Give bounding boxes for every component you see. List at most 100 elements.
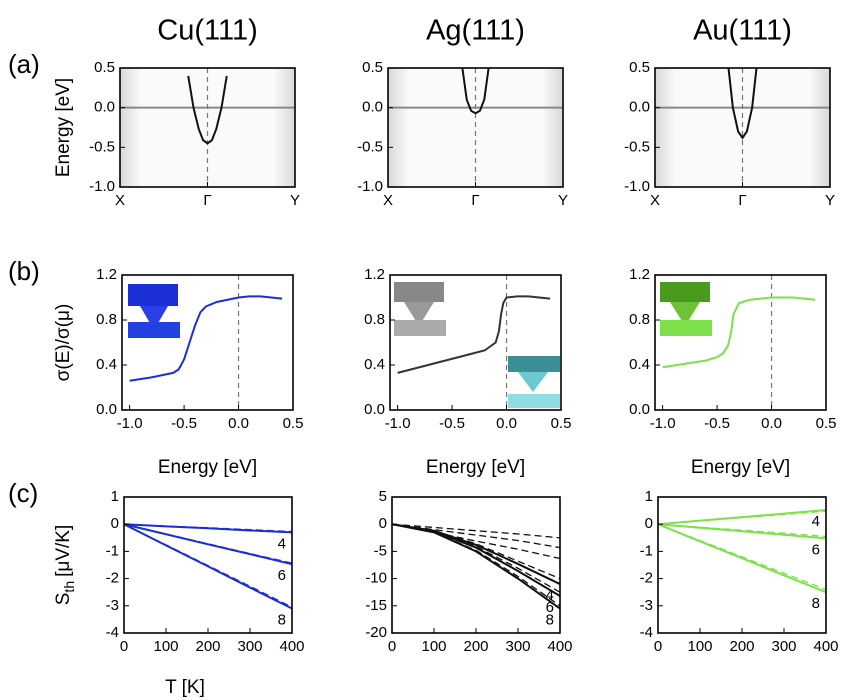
series-line [391,523,561,539]
x-tick-label: 0.5 [283,415,304,432]
x-tick-label: 0.5 [551,415,572,432]
y-tick-label: 0.8 [96,311,117,328]
y-tick-label: 0 [379,515,387,532]
series-line [391,523,561,549]
y-tick-label: 5 [379,488,387,505]
x-axis-label: Energy [eV] [158,457,257,478]
series-line [657,523,827,538]
x-tick-label: -1.0 [385,415,411,432]
x-tick-label: -1.0 [650,415,676,432]
y-tick-label: 0.0 [96,401,117,418]
x-tick-label: 200 [729,638,754,655]
x-tick-label: 400 [813,638,838,655]
x-tick-label: Γ [471,192,479,209]
y-tick-label: 0 [645,515,653,532]
column-title: Au(111) [693,15,792,47]
y-label-unit: [μV/K] [53,525,74,577]
x-tick-label: Y [290,192,300,209]
y-label-main: Energy [eV] [53,78,74,177]
x-tick-label: -0.5 [171,415,197,432]
x-tick-label: 0 [120,638,128,655]
series-label: 8 [546,611,554,628]
y-label-sub: th [61,581,77,593]
y-tick-label: -1.0 [624,178,650,195]
series-line [662,296,816,369]
y-tick-label: 1 [645,488,653,505]
y-axis-label: Sth [μV/K] [53,525,77,606]
series-line [123,523,293,610]
y-axis-label: σ(E)/σ(μ) [53,304,74,382]
series-label: 8 [278,611,286,628]
y-tick-label: 0.0 [364,401,385,418]
y-tick-label: -0.5 [624,138,650,155]
x-tick-label: Y [825,192,835,209]
x-tick-label: Y [558,192,568,209]
series-line [129,295,283,382]
x-tick-label: 0.0 [761,415,782,432]
series-line [187,75,228,145]
y-tick-label: -15 [365,597,387,614]
y-tick-label: 0.4 [364,356,385,373]
panel-label: (b) [8,256,40,286]
x-axis-label: Energy [eV] [691,457,790,478]
x-tick-label: 400 [547,638,572,655]
y-tick-label: -0.5 [357,138,383,155]
x-tick-label: X [650,192,660,209]
y-tick-label: -3 [106,597,119,614]
y-tick-label: -5 [374,542,387,559]
y-tick-label: 1 [111,488,119,505]
x-tick-label: -0.5 [704,415,730,432]
x-tick-label: Γ [203,192,211,209]
y-tick-label: -1 [106,542,119,559]
series-line [391,523,561,610]
series-line [657,523,827,591]
y-tick-label: 0.8 [364,311,385,328]
series-line [657,510,827,525]
y-tick-label: -4 [640,624,653,641]
column-title: Cu(111) [157,15,257,47]
y-tick-label: 0.0 [629,401,650,418]
x-tick-label: 100 [153,638,178,655]
x-tick-label: -0.5 [439,415,465,432]
inset-cu [128,284,180,338]
panel-label: (c) [8,478,38,508]
series-line [461,67,490,115]
y-tick-label: -1.0 [357,178,383,195]
series-label: 4 [546,587,554,604]
y-tick-label: -1.0 [89,178,115,195]
y-tick-label: -1 [640,542,653,559]
axes-frame [391,496,561,634]
inset-ag [394,282,560,408]
column-title: Ag(111) [426,15,525,47]
series-line [123,523,293,608]
y-tick-label: -4 [106,624,119,641]
x-tick-label: 300 [771,638,796,655]
series-line [727,67,758,140]
x-tick-label: Γ [738,192,746,209]
y-tick-label: -0.5 [89,138,115,155]
series-label: 4 [812,513,820,530]
x-tick-label: 0.0 [228,415,249,432]
series-line [391,523,561,593]
panel-label: (a) [8,49,40,79]
x-tick-label: 300 [237,638,262,655]
series-line [657,523,827,594]
y-tick-label: -2 [106,570,119,587]
y-tick-label: -10 [365,570,387,587]
series-label: 8 [812,595,820,612]
y-tick-label: 0 [111,515,119,532]
y-axis-label: Energy [eV] [53,78,74,177]
series-line [123,523,293,564]
x-tick-label: 0.0 [496,415,517,432]
y-tick-label: 0.4 [629,356,650,373]
y-tick-label: 0.0 [362,99,383,116]
x-tick-label: 0 [654,638,662,655]
series-line [391,523,561,585]
y-tick-label: 0.0 [629,99,650,116]
series-label: 6 [812,541,820,558]
y-label-main: σ(E)/σ(μ) [53,304,74,382]
x-tick-label: X [383,192,393,209]
x-tick-label: X [115,192,125,209]
y-tick-label: 1.2 [629,266,650,283]
